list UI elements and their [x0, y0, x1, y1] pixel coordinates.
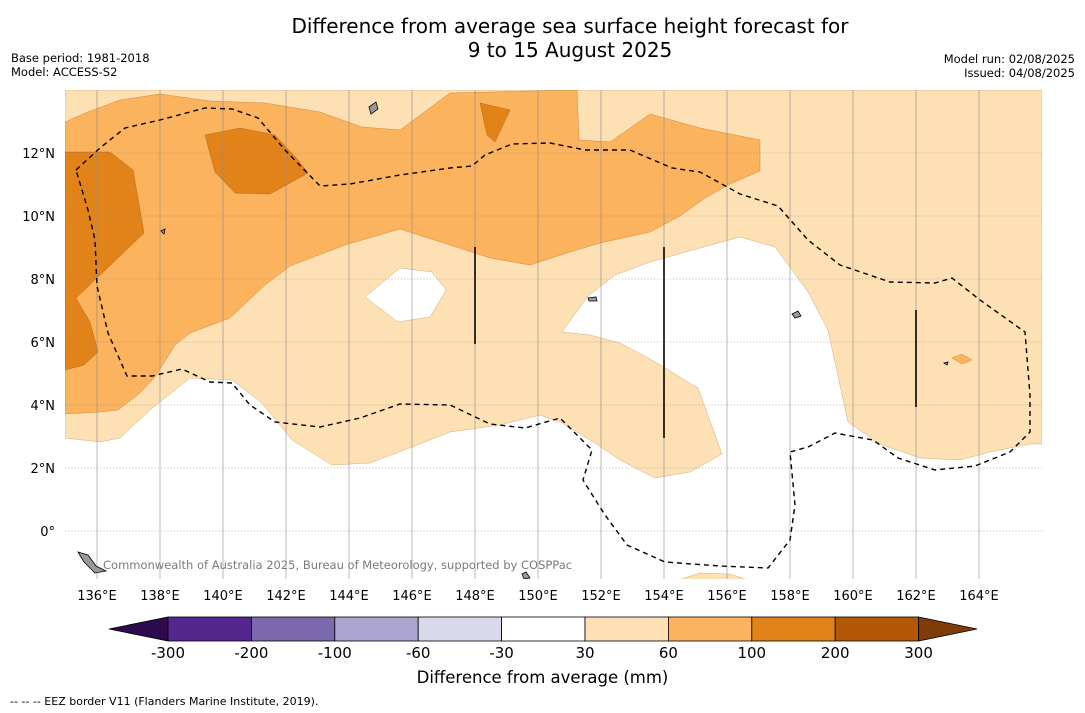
colorbar-cell: [417, 616, 503, 642]
eez-legend-note: -- -- -- EEZ border V11 (Flanders Marine…: [10, 695, 319, 708]
lon-label: 160°E: [833, 589, 873, 604]
lat-label: 12°N: [22, 147, 55, 162]
colorbar-tick: -100: [318, 644, 352, 662]
anomaly-neutral-hole: [364, 267, 447, 323]
lat-label: 2°N: [31, 462, 56, 477]
island-east: [791, 310, 802, 319]
meta-left: Base period: 1981-2018 Model: ACCESS-S2: [11, 51, 150, 79]
lon-label: 144°E: [329, 589, 369, 604]
colorbar-cell: [834, 616, 920, 642]
colorbar-tick: 100: [737, 644, 766, 662]
eez-border: [75, 107, 1031, 569]
island-far-east: [943, 361, 949, 366]
lon-label: 140°E: [203, 589, 243, 604]
colorbar-tick: 200: [821, 644, 850, 662]
model-name: Model: ACCESS-S2: [11, 65, 118, 79]
colorbar-tick: -30: [489, 644, 514, 662]
lon-label: 146°E: [392, 589, 432, 604]
colorbar-ticks: -300 -200 -100 -60 -30 30 60 100 200 300: [151, 644, 933, 662]
colorbar-low-extend: [108, 616, 169, 642]
lon-label: 164°E: [959, 589, 999, 604]
lon-label: 162°E: [896, 589, 936, 604]
colorbar-tick: 60: [659, 644, 678, 662]
colorbar-tick: 300: [904, 644, 933, 662]
title-line-1: Difference from average sea surface heig…: [291, 14, 849, 38]
map-area: Commonwealth of Australia 2025, Bureau o…: [65, 90, 1042, 579]
island-mid: [587, 296, 598, 302]
island-north: [368, 101, 379, 115]
islands: [77, 101, 949, 579]
colorbar-cell: [334, 616, 419, 642]
island-sw-1: [77, 551, 108, 574]
lat-label: 4°N: [31, 399, 56, 414]
model-run: Model run: 02/08/2025: [943, 52, 1075, 66]
base-period: Base period: 1981-2018: [11, 51, 150, 65]
latitude-labels: 12°N 10°N 8°N 6°N 4°N 2°N 0°: [22, 147, 55, 540]
island-west: [160, 228, 166, 235]
lon-label: 152°E: [581, 589, 621, 604]
markers: [474, 247, 917, 438]
colorbar-cell: [167, 616, 252, 642]
island-south: [521, 571, 531, 579]
lon-label: 150°E: [518, 589, 558, 604]
lon-label: 138°E: [140, 589, 180, 604]
colorbar-cell: [751, 616, 836, 642]
lon-label: 148°E: [455, 589, 495, 604]
anomaly-60-100-east-patch: [951, 353, 973, 365]
lat-label: 6°N: [31, 336, 56, 351]
lat-label: 8°N: [31, 273, 56, 288]
colorbar-tick: -200: [234, 644, 268, 662]
colorbar-tick: -300: [151, 644, 185, 662]
colorbar-tick: 30: [575, 644, 594, 662]
meta-right: Model run: 02/08/2025 Issued: 04/08/2025: [944, 52, 1075, 80]
colorbar-cell: [584, 616, 669, 642]
lon-label: 158°E: [770, 589, 810, 604]
map-title: Difference from average sea surface heig…: [0, 14, 1085, 62]
anomaly-100-200-small: [479, 102, 511, 143]
lat-label: 10°N: [22, 210, 55, 225]
lon-label: 154°E: [644, 589, 684, 604]
anomaly-100-200-north: [204, 127, 309, 195]
colorbar-high-extend: [918, 616, 978, 642]
anomaly-30-60-south-patch: [680, 572, 746, 579]
copyright-notice: Commonwealth of Australia 2025, Bureau o…: [103, 558, 572, 572]
anomaly-100-200-west: [65, 151, 145, 371]
colorbar-tick: -60: [406, 644, 431, 662]
colorbar-cell: [250, 616, 336, 642]
colorbar: [108, 616, 978, 642]
colorbar-cell: [668, 616, 753, 642]
lon-label: 142°E: [266, 589, 306, 604]
lon-label: 136°E: [77, 589, 117, 604]
colorbar-title: Difference from average (mm): [416, 668, 669, 687]
lat-label: 0°: [40, 525, 55, 540]
lon-label: 156°E: [707, 589, 747, 604]
issued-date: Issued: 04/08/2025: [964, 66, 1075, 80]
colorbar-cell: [501, 616, 586, 642]
title-line-2: 9 to 15 August 2025: [467, 38, 673, 62]
longitude-labels: 136°E 138°E 140°E 142°E 144°E 146°E 148°…: [77, 589, 999, 604]
